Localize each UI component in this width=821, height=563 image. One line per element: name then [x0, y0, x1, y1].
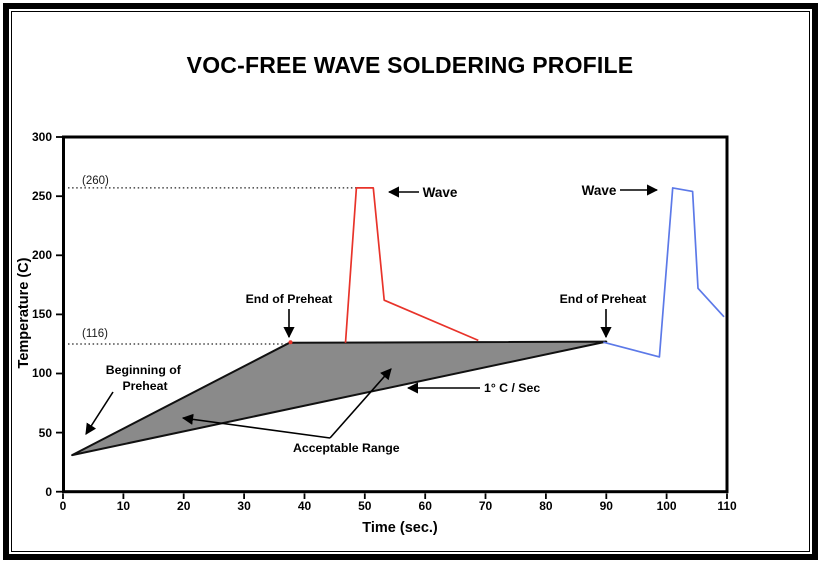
blue-wave-curve: [603, 187, 725, 358]
y-tick-label: 50: [39, 426, 53, 440]
beginning-of-preheat-line1: Beginning of: [106, 363, 182, 377]
red-curve-start-point: [288, 340, 293, 345]
acceptable-range-label: Acceptable Range: [293, 441, 400, 455]
acceptable-range-arrow-right: [329, 368, 392, 439]
chart-title: VOC-FREE WAVE SOLDERING PROFILE: [187, 52, 634, 78]
x-tick-label: 50: [358, 499, 372, 513]
x-tick-label: 30: [237, 499, 251, 513]
x-tick-label: 100: [657, 499, 677, 513]
y-tick-label: 200: [32, 248, 52, 262]
x-tick-label: 60: [419, 499, 433, 513]
y-tick-label: 0: [45, 485, 52, 499]
beginning-of-preheat-line2: Preheat: [122, 379, 167, 393]
y-tick-label: 300: [32, 130, 52, 144]
wave-label-right: Wave: [582, 183, 617, 198]
beginning-of-preheat-arrow: [85, 391, 114, 435]
y-axis-tick-labels: 300 250 200 150 100 50 0: [32, 130, 52, 499]
annotation-arrows: [85, 184, 659, 439]
x-tick-label: 90: [600, 499, 614, 513]
x-tick-label: 40: [298, 499, 312, 513]
y-axis-ticks: [56, 136, 62, 493]
x-tick-label: 80: [539, 499, 553, 513]
plot-frame: [62, 135, 729, 494]
x-tick-label: 0: [60, 499, 67, 513]
y-tick-label: 100: [32, 366, 52, 380]
acceptable-range-arrow-left: [181, 413, 331, 439]
end-of-preheat-label-right: End of Preheat: [560, 292, 647, 306]
y-tick-label: 150: [32, 307, 52, 321]
rate-label: 1° C / Sec: [484, 381, 540, 395]
ref-label-260: (260): [82, 175, 109, 187]
y-tick-label: 250: [32, 189, 52, 203]
red-wave-curve: [344, 187, 479, 343]
wave-label-left: Wave: [423, 185, 458, 200]
x-axis-ticks: [62, 493, 728, 499]
beginning-of-preheat-label: Beginning of Preheat: [106, 363, 185, 393]
x-axis-title: Time (sec.): [362, 520, 438, 536]
x-tick-label: 70: [479, 499, 493, 513]
x-tick-label: 10: [117, 499, 131, 513]
x-tick-label: 20: [177, 499, 191, 513]
end-of-preheat-label-left: End of Preheat: [246, 292, 333, 306]
ref-label-116: (116): [82, 328, 108, 340]
y-axis-title: Temperature (C): [16, 257, 32, 368]
x-tick-label: 110: [717, 499, 737, 513]
acceptable-range-area: [71, 340, 608, 457]
x-axis-tick-labels: 0 10 20 30 40 50 60 70 80 90 100 110: [60, 499, 737, 513]
